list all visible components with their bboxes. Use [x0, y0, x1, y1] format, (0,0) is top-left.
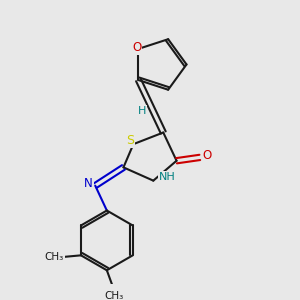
Text: CH₃: CH₃ — [104, 291, 124, 300]
Text: CH₃: CH₃ — [45, 252, 64, 262]
Text: O: O — [132, 41, 141, 54]
Text: H: H — [138, 106, 146, 116]
Text: S: S — [126, 134, 134, 147]
Text: N: N — [84, 178, 93, 190]
Text: NH: NH — [159, 172, 175, 182]
Text: O: O — [202, 149, 212, 162]
